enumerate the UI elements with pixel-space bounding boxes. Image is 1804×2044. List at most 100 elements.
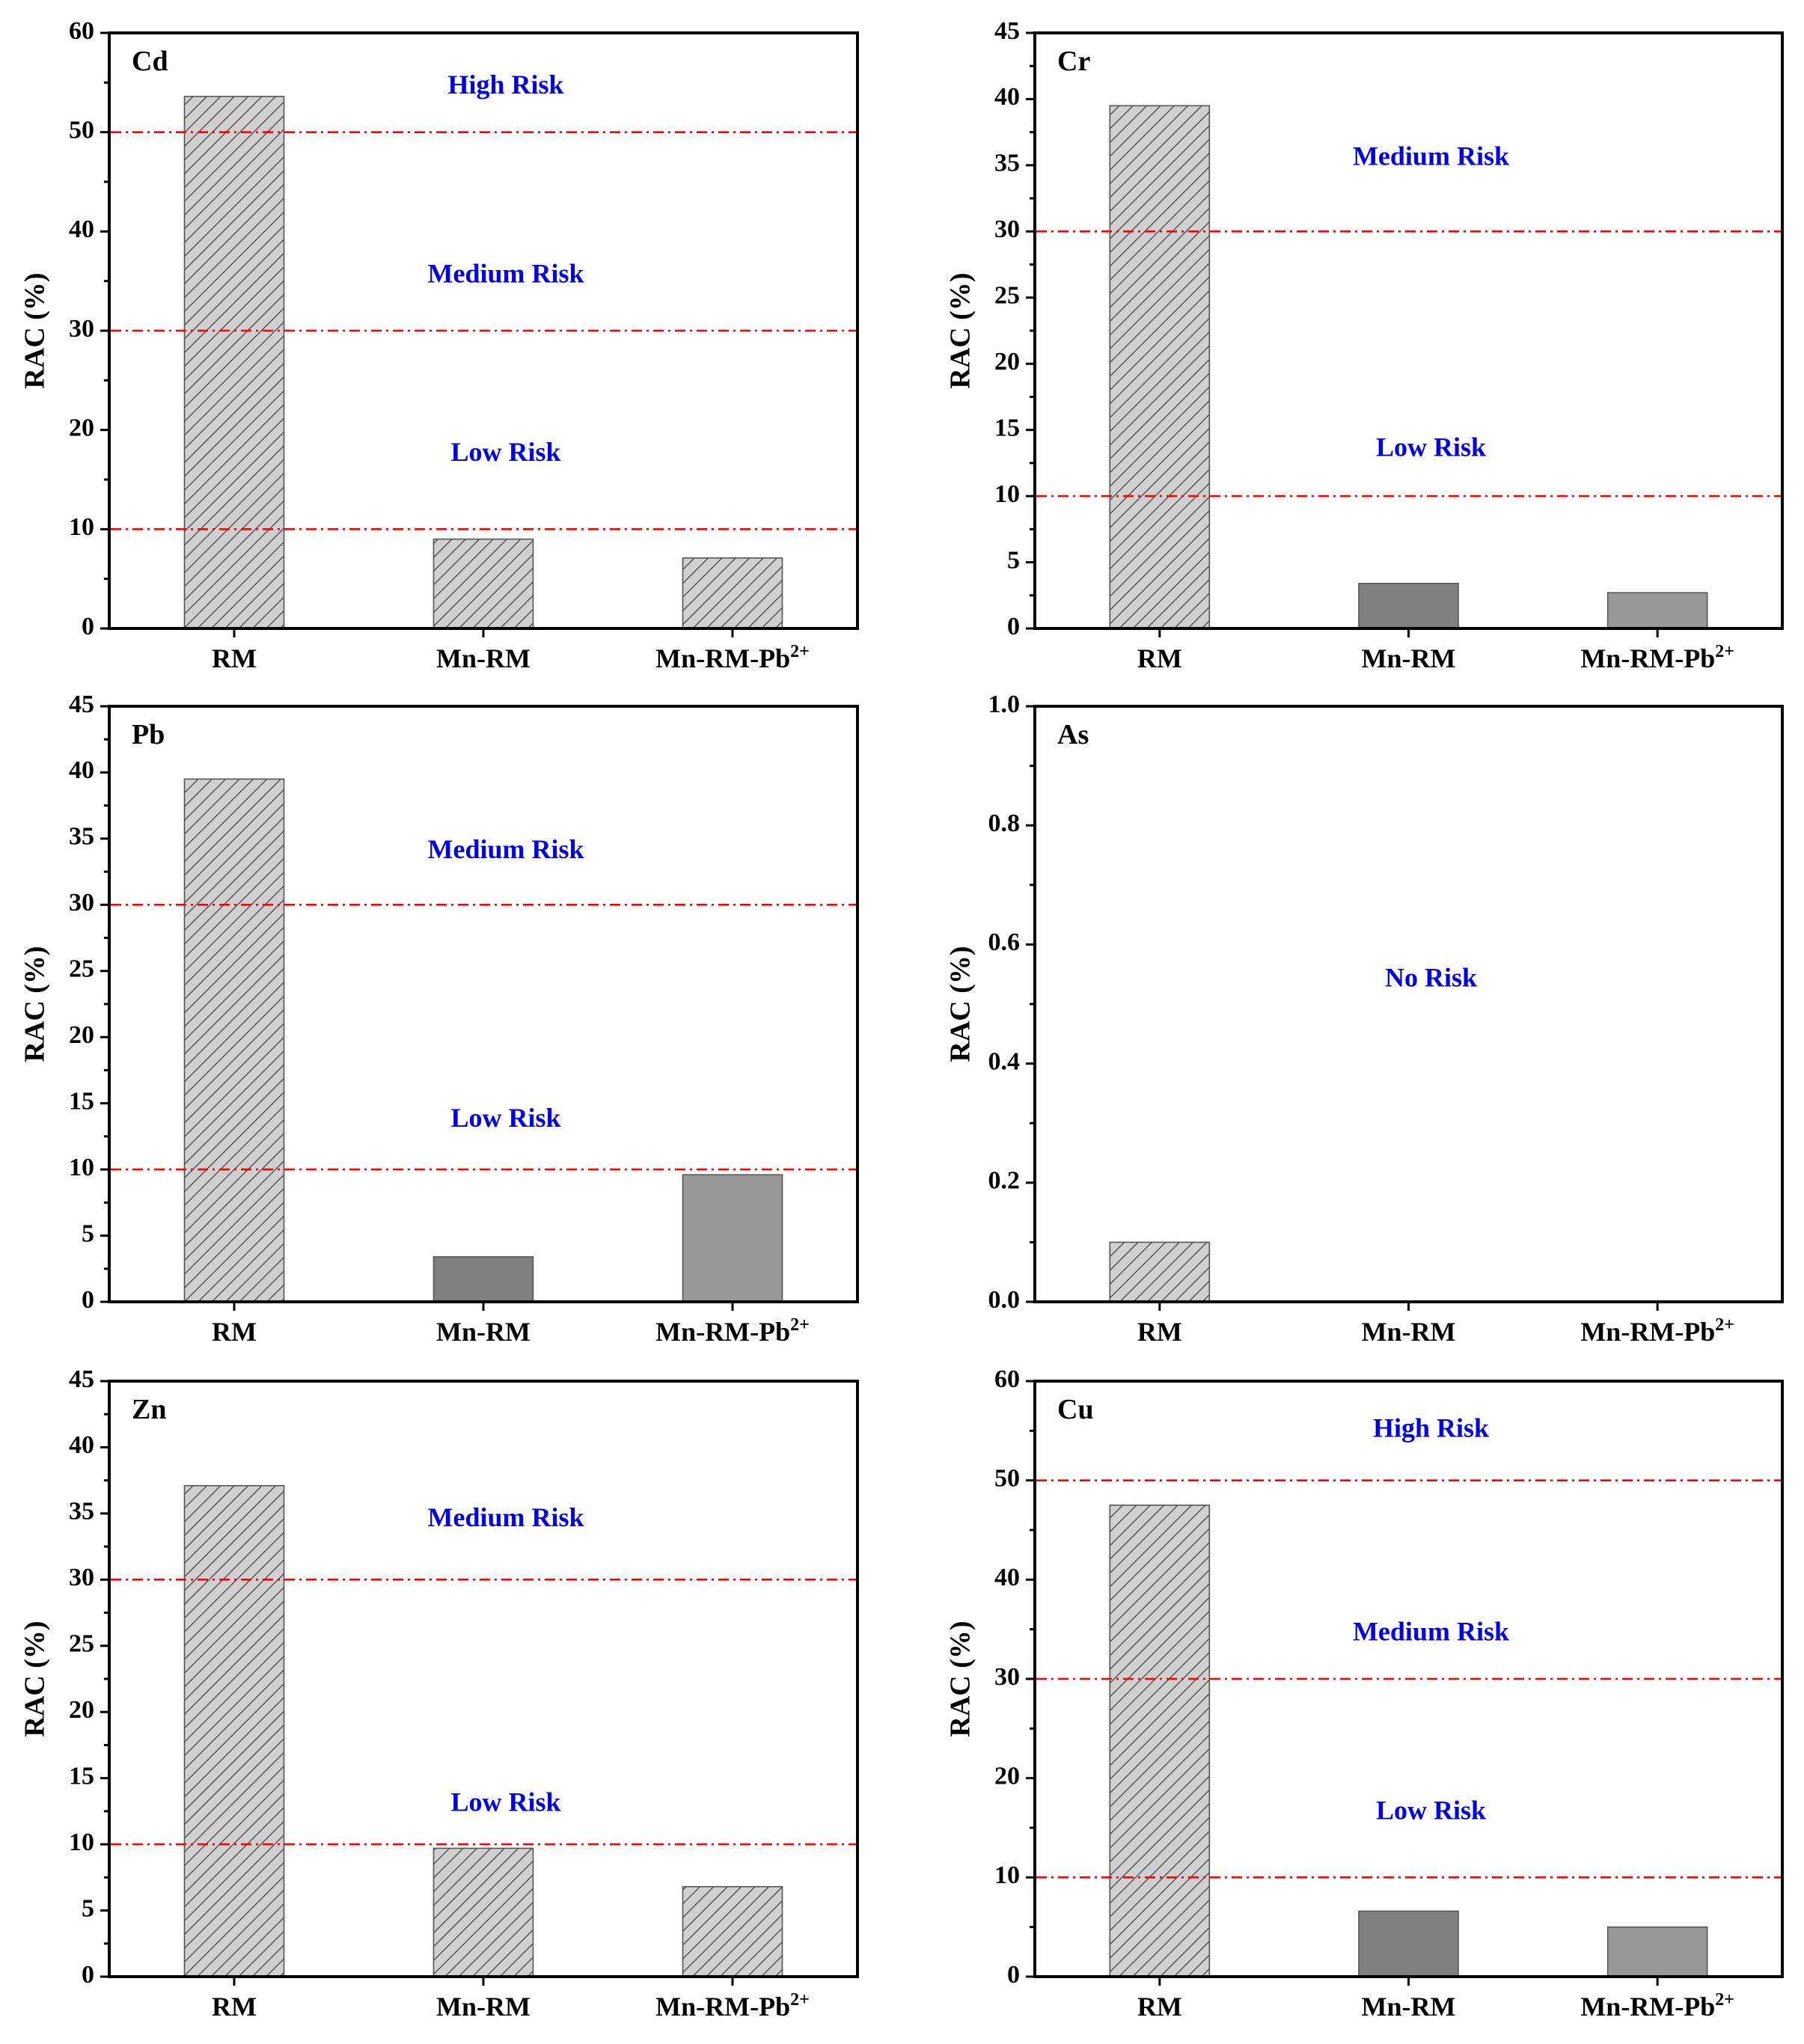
bar-rm — [1109, 105, 1211, 629]
x-category-label: Mn-RM — [1362, 643, 1456, 673]
bar-rm — [1109, 1505, 1211, 1977]
bar-mn-rm — [432, 1256, 534, 1303]
plot-frame — [1033, 705, 1784, 1303]
y-tick-label: 20 — [994, 348, 1020, 376]
y-tick-label: 10 — [69, 513, 94, 541]
y-axis-title: RAC (%) — [19, 272, 51, 388]
category-superscript: 2+ — [790, 642, 810, 661]
bar-rm — [1109, 1241, 1211, 1303]
y-tick-label: 60 — [69, 17, 94, 45]
category-name: RM — [212, 1992, 257, 2022]
y-tick-label: 5 — [82, 1220, 94, 1247]
bar-rm — [183, 1484, 285, 1977]
bar-mn-rm — [1358, 583, 1459, 629]
x-category-label: Mn-RM — [436, 643, 531, 673]
y-axis-title: RAC (%) — [19, 946, 51, 1062]
category-superscript: 2+ — [790, 1990, 810, 2010]
bar-mn-rm — [432, 1847, 534, 1977]
y-tick-label: 0 — [82, 1286, 94, 1314]
y-tick-label: 0.4 — [988, 1047, 1021, 1075]
y-tick-label: 0 — [1007, 613, 1020, 640]
y-tick-label: 0 — [1007, 1961, 1020, 1989]
panel-label: Cd — [132, 46, 168, 77]
panel-cr: Medium Risk Low Risk 0 5 10 15 20 25 30 35 40 45 RM M… — [945, 17, 1784, 673]
bar-rm — [183, 778, 285, 1303]
x-category-label: RM — [1137, 1317, 1182, 1347]
y-tick-label: 0.0 — [988, 1286, 1021, 1314]
y-tick-label: 5 — [82, 1894, 94, 1922]
bar-mn-rm-pb — [682, 557, 783, 629]
category-name: Mn-RM — [436, 643, 531, 673]
y-axis-title: RAC (%) — [945, 946, 976, 1062]
y-axis-title: RAC (%) — [945, 272, 976, 388]
y-tick-label: 10 — [69, 1154, 94, 1181]
x-category-label: Mn-RM — [1362, 1992, 1456, 2022]
y-tick-label: 45 — [994, 17, 1020, 45]
y-tick-label: 40 — [69, 215, 94, 243]
y-tick-label: 50 — [69, 116, 94, 144]
x-category-label: Mn-RM — [436, 1992, 531, 2022]
y-tick-label: 40 — [994, 83, 1020, 111]
y-tick-label: 45 — [69, 691, 94, 718]
y-tick-label: 50 — [994, 1464, 1020, 1492]
y-tick-label: 15 — [994, 414, 1020, 441]
panel-label: Zn — [132, 1394, 166, 1425]
y-tick-label: 60 — [994, 1365, 1020, 1393]
category-name: RM — [1137, 1317, 1182, 1347]
y-tick-label: 40 — [994, 1564, 1020, 1591]
y-tick-label: 30 — [994, 1663, 1020, 1691]
y-tick-label: 40 — [69, 756, 94, 784]
category-name: RM — [1137, 643, 1182, 673]
y-tick-label: 25 — [69, 1630, 94, 1658]
y-tick-label: 45 — [69, 1365, 94, 1393]
y-tick-label: 0.8 — [988, 810, 1021, 837]
risk-label: Low Risk — [450, 1103, 560, 1133]
y-tick-label: 20 — [69, 1021, 94, 1049]
category-name: RM — [212, 643, 257, 673]
x-category-label: Mn-RM-Pb2+ — [1580, 1315, 1734, 1347]
risk-label: Medium Risk — [1353, 1617, 1509, 1647]
y-tick-label: 35 — [69, 1498, 94, 1526]
y-tick-label: 0.6 — [988, 928, 1021, 956]
y-tick-label: 25 — [994, 282, 1020, 310]
bar-mn-rm-pb — [1606, 592, 1708, 629]
x-category-label: Mn-RM-Pb2+ — [655, 1990, 810, 2022]
y-tick-label: 10 — [69, 1829, 94, 1856]
y-axis-title: RAC (%) — [945, 1621, 976, 1737]
y-tick-label: 10 — [994, 480, 1020, 508]
category-name: Mn-RM-Pb — [1580, 1317, 1715, 1347]
x-category-label: Mn-RM-Pb2+ — [1580, 642, 1734, 673]
y-tick-label: 20 — [69, 1696, 94, 1724]
y-tick-label: 40 — [69, 1431, 94, 1459]
panel-label: Pb — [132, 719, 165, 750]
category-name: Mn-RM — [1362, 1992, 1456, 2022]
x-category-label: Mn-RM-Pb2+ — [655, 1315, 810, 1347]
bar-mn-rm-pb — [1606, 1926, 1708, 1977]
risk-label: Low Risk — [450, 437, 560, 467]
y-tick-label: 10 — [994, 1861, 1020, 1889]
category-superscript: 2+ — [790, 1315, 810, 1335]
category-superscript: 2+ — [1715, 1990, 1734, 2010]
bar-mn-rm — [1358, 1910, 1459, 1977]
y-tick-label: 20 — [994, 1762, 1020, 1790]
y-tick-label: 1.0 — [988, 691, 1021, 718]
y-tick-label: 30 — [994, 215, 1020, 243]
y-tick-label: 0.2 — [988, 1167, 1021, 1195]
y-tick-label: 0 — [82, 613, 94, 640]
category-name: Mn-RM-Pb — [1580, 1992, 1715, 2022]
category-superscript: 2+ — [1715, 1315, 1734, 1335]
panel-label: Cu — [1057, 1394, 1094, 1425]
category-superscript: 2+ — [1715, 642, 1734, 661]
risk-label: Medium Risk — [427, 258, 584, 288]
category-name: Mn-RM-Pb — [655, 1317, 790, 1347]
y-tick-label: 5 — [1007, 546, 1020, 574]
x-category-label: RM — [1137, 643, 1182, 673]
y-axis-title: RAC (%) — [19, 1621, 51, 1737]
x-category-label: Mn-RM-Pb2+ — [1580, 1990, 1734, 2022]
risk-label: Low Risk — [450, 1787, 560, 1817]
panel-label: As — [1057, 719, 1089, 750]
y-tick-label: 25 — [69, 955, 94, 983]
bar-rm — [183, 96, 285, 629]
